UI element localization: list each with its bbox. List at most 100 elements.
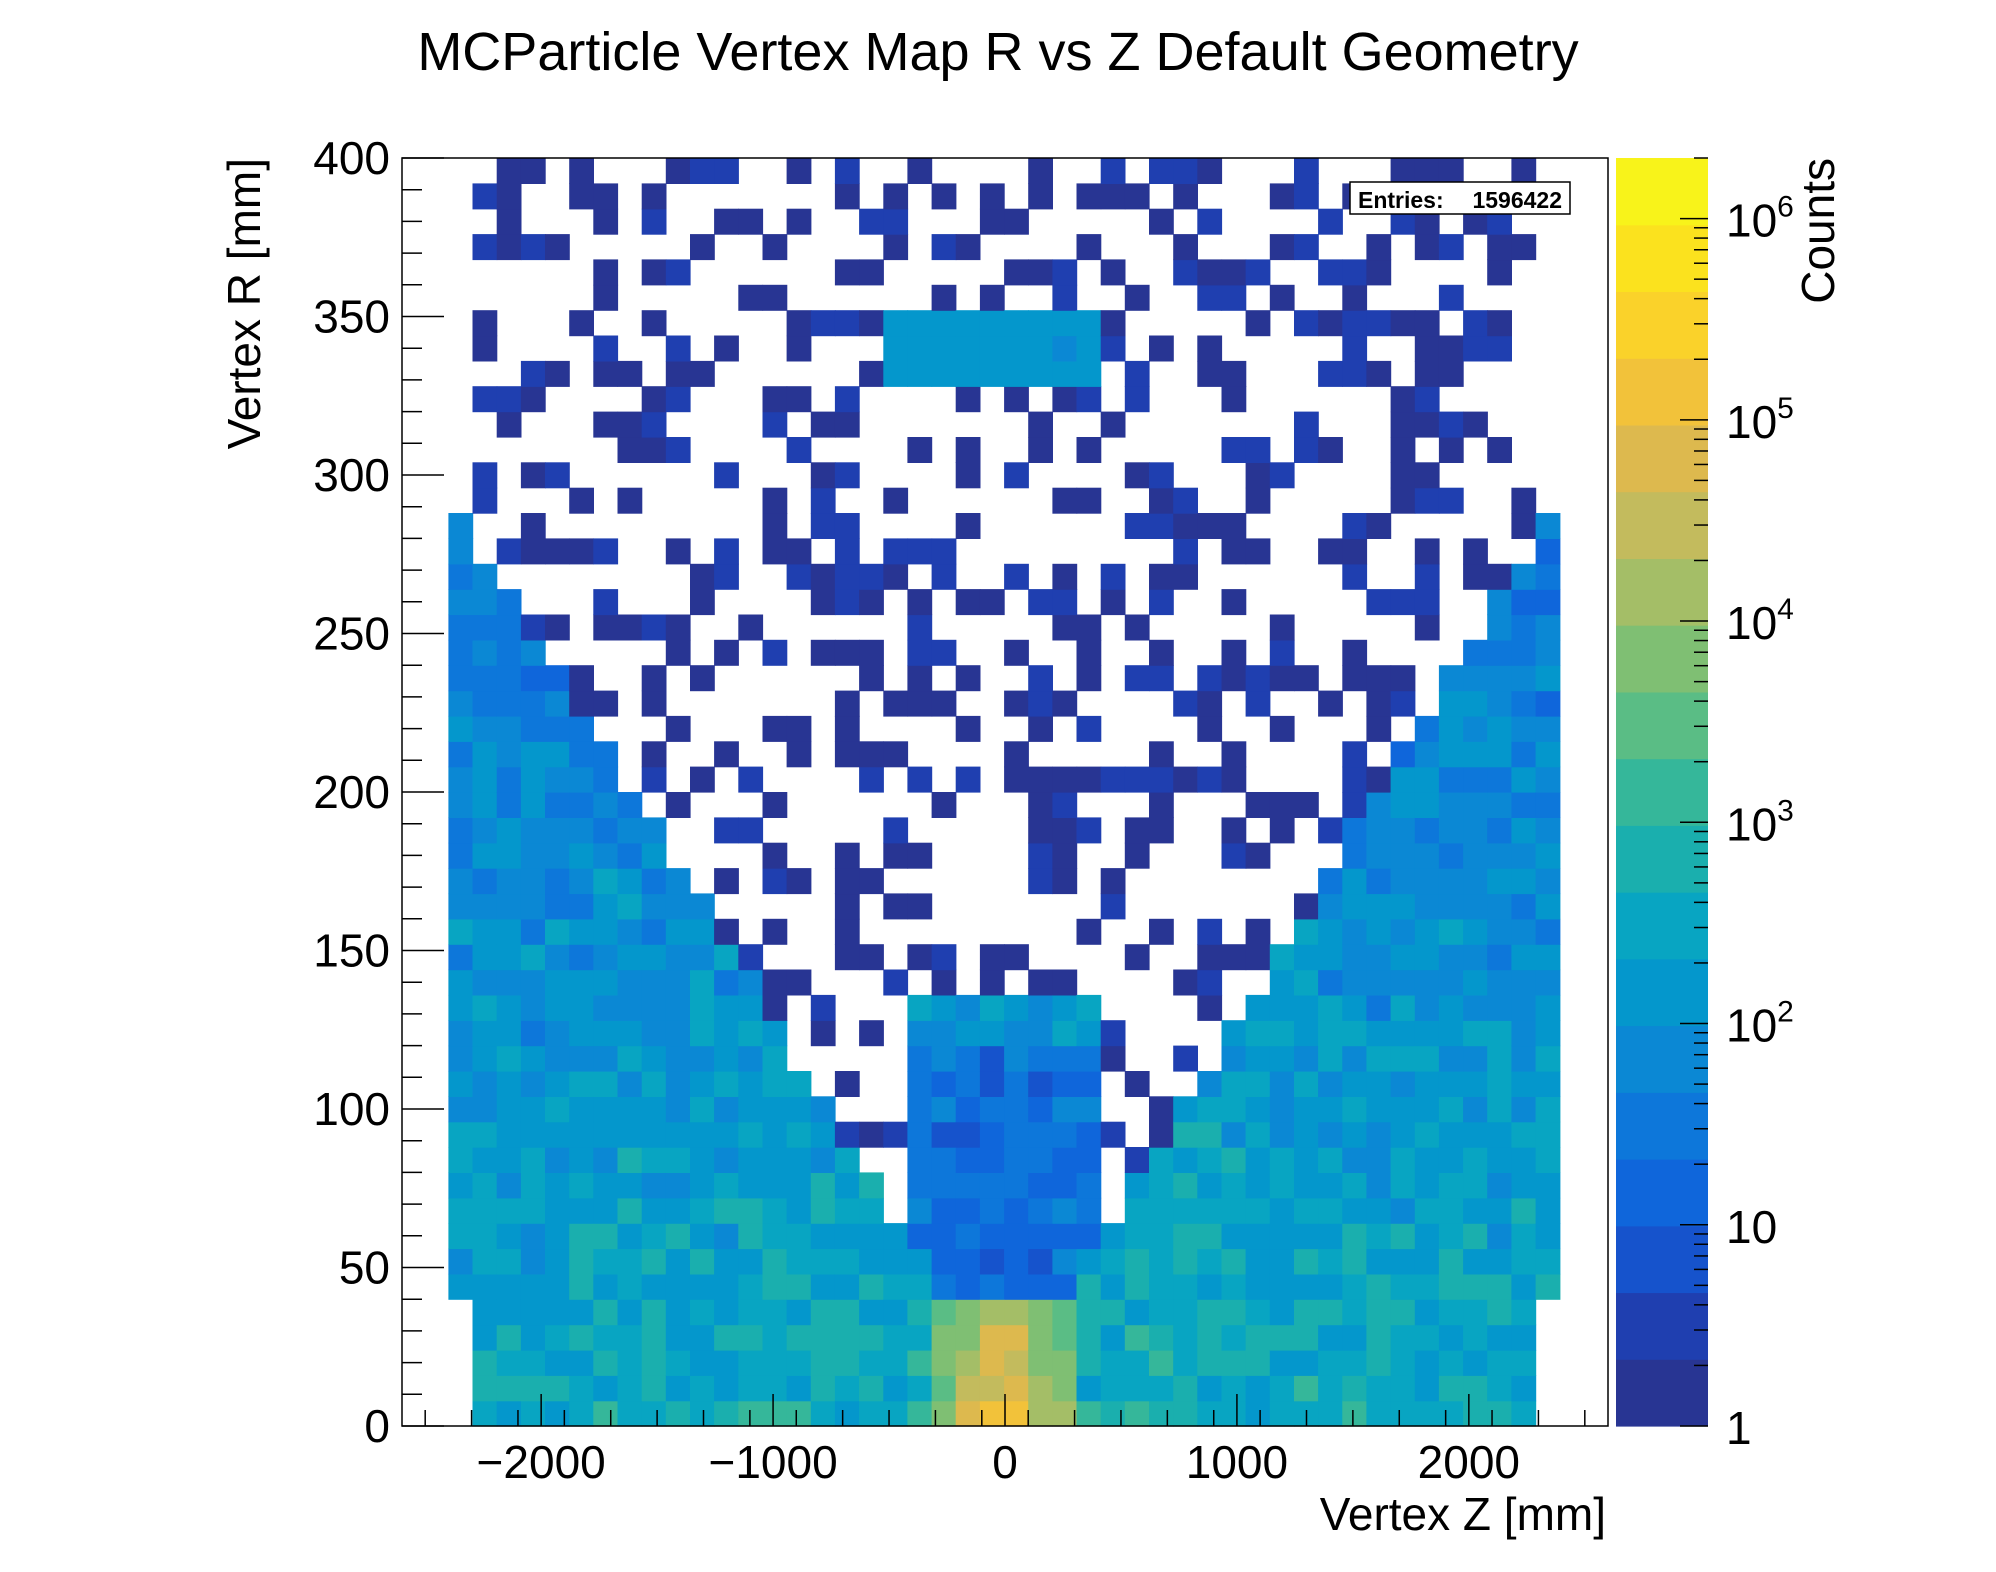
heatmap-cell (472, 1172, 498, 1199)
heatmap-cell (448, 817, 474, 844)
heatmap-cell (714, 1121, 739, 1148)
heatmap-cell (1390, 1324, 1416, 1351)
heatmap-cell (834, 1223, 860, 1250)
heatmap-cell (810, 1400, 836, 1427)
heatmap-cell (1269, 234, 1295, 261)
colorbar-tick-base: 10 (1726, 1000, 1777, 1052)
heatmap-cell (786, 1324, 812, 1351)
heatmap-cell (1269, 1223, 1295, 1250)
heatmap-cell (665, 360, 691, 387)
heatmap-cell (1511, 1197, 1537, 1224)
heatmap-cell (1535, 893, 1561, 920)
heatmap-cell (714, 208, 739, 235)
x-tick-label: −2000 (477, 1436, 606, 1488)
heatmap-cell (665, 1299, 691, 1326)
heatmap-cell (569, 792, 594, 818)
heatmap-cell (738, 614, 764, 641)
heatmap-cell (714, 1071, 739, 1097)
heatmap-cell (738, 1349, 764, 1376)
heatmap-cell (690, 944, 715, 971)
heatmap-cell (496, 1172, 522, 1199)
heatmap-cell (1438, 1299, 1464, 1326)
heatmap-cell (690, 1121, 715, 1148)
heatmap-cell (593, 183, 619, 210)
heatmap-cell (1052, 792, 1078, 818)
heatmap-cell (907, 842, 933, 869)
heatmap-cell (979, 1299, 1005, 1326)
heatmap-cell (496, 994, 522, 1021)
heatmap-cell (1269, 183, 1295, 210)
heatmap-cell (1414, 310, 1440, 337)
heatmap-cell (690, 893, 715, 920)
heatmap-cell (907, 1147, 933, 1173)
heatmap-cell (1269, 1121, 1295, 1148)
heatmap-cell (1269, 1299, 1295, 1326)
heatmap-cell (641, 1400, 667, 1427)
heatmap-cell (665, 868, 691, 895)
heatmap-cell (714, 1020, 739, 1047)
heatmap-cell (690, 1223, 715, 1250)
heatmap-cell (593, 1096, 619, 1123)
heatmap-cell (569, 1400, 594, 1427)
heatmap-cell (907, 665, 933, 692)
heatmap-cell (859, 1248, 884, 1275)
heatmap-cell (738, 1324, 764, 1351)
heatmap-cell (1221, 1400, 1247, 1427)
heatmap-cell (955, 335, 981, 362)
heatmap-cell (665, 1223, 691, 1250)
heatmap-cell (1511, 1020, 1537, 1047)
heatmap-cell (883, 1299, 909, 1326)
heatmap-cell (1487, 1299, 1512, 1326)
colorbar-segment (1616, 758, 1708, 826)
heatmap-cell (1463, 741, 1488, 768)
heatmap-cell (545, 360, 570, 387)
heatmap-cell (593, 208, 619, 235)
heatmap-cell (472, 969, 498, 996)
heatmap-cell (979, 1020, 1005, 1047)
heatmap-cell (545, 614, 570, 641)
heatmap-cell (1511, 1375, 1537, 1402)
heatmap-cell (472, 817, 498, 844)
heatmap-cell (834, 310, 860, 337)
heatmap-cell (714, 944, 739, 971)
heatmap-cell (1173, 1375, 1198, 1402)
heatmap-cell (955, 437, 981, 463)
heatmap-cell (1414, 1071, 1440, 1097)
heatmap-cell (1366, 1299, 1392, 1326)
heatmap-cell (1028, 665, 1053, 692)
heatmap-cell (1100, 766, 1126, 793)
heatmap-cell (1342, 994, 1368, 1021)
heatmap-cell (1221, 1375, 1247, 1402)
heatmap-cell (1463, 1121, 1488, 1148)
heatmap-cell (1052, 1045, 1078, 1072)
heatmap-cell (1076, 310, 1102, 337)
heatmap-cell (738, 284, 764, 311)
heatmap-cell (1052, 1400, 1078, 1427)
heatmap-cell (593, 1375, 619, 1402)
heatmap-cell (617, 1299, 643, 1326)
heatmap-cell (1342, 310, 1368, 337)
heatmap-cell (617, 944, 643, 971)
heatmap-cell (593, 1223, 619, 1250)
heatmap-cell (931, 1273, 957, 1300)
heatmap-cell (859, 1121, 884, 1148)
heatmap-cell (1438, 360, 1464, 387)
heatmap-cell (834, 893, 860, 920)
heatmap-cell (1197, 284, 1223, 311)
heatmap-cell (1124, 183, 1150, 210)
heatmap-cell (1535, 944, 1561, 971)
heatmap-cell (1004, 360, 1029, 387)
heatmap-cell (1390, 918, 1416, 945)
heatmap-cell (448, 715, 474, 742)
heatmap-cell (1052, 1273, 1078, 1300)
heatmap-cell (520, 969, 546, 996)
heatmap-cell (1221, 1223, 1247, 1250)
heatmap-cell (859, 1197, 884, 1224)
heatmap-cell (1100, 868, 1126, 895)
heatmap-cell (472, 1324, 498, 1351)
heatmap-cell (714, 1045, 739, 1072)
heatmap-cell (545, 1096, 570, 1123)
heatmap-cell (1124, 1197, 1150, 1224)
heatmap-cell (496, 1071, 522, 1097)
